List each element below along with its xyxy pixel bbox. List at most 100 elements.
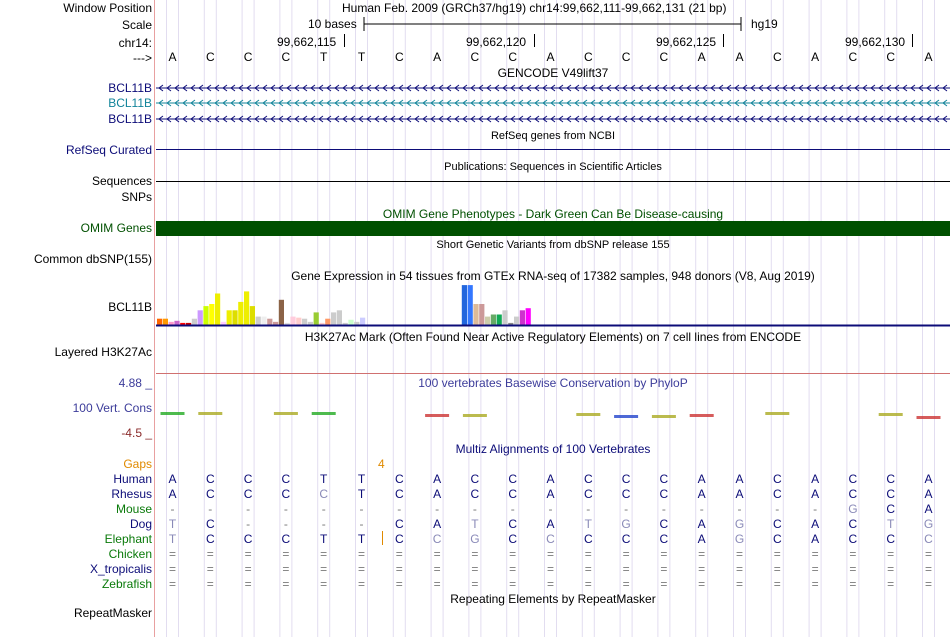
strand-chevron — [446, 84, 452, 92]
strand-chevron — [638, 84, 644, 92]
strand-chevron — [430, 99, 436, 107]
gtex-tissue-bar — [325, 318, 331, 325]
alignment-base: - — [397, 502, 402, 516]
strand-chevron — [870, 99, 876, 107]
strand-chevron — [422, 115, 428, 123]
strand-chevron — [526, 84, 532, 92]
strand-chevron — [910, 115, 916, 123]
species-label[interactable]: Zebrafish — [101, 577, 152, 591]
alignment-base: = — [433, 577, 441, 591]
window-position-label: Window Position — [63, 1, 152, 15]
gencode-gene-2-label[interactable]: BCL11B — [108, 96, 152, 110]
gtex-tissue-bar — [255, 316, 261, 325]
alignment-base: A — [433, 472, 442, 486]
snps-label[interactable]: SNPs — [121, 190, 152, 204]
species-label[interactable]: Chicken — [108, 547, 152, 561]
strand-chevron — [558, 99, 564, 107]
publications-track-title[interactable]: Publications: Sequences in Scientific Ar… — [444, 161, 662, 173]
omim-gene-bar[interactable] — [156, 221, 950, 236]
strand-chevron — [486, 115, 492, 123]
gtex-expression-chart[interactable] — [156, 283, 950, 328]
strand-chevron — [462, 99, 468, 107]
common-dbsnp-label[interactable]: Common dbSNP(155) — [33, 252, 152, 266]
species-label[interactable]: Elephant — [104, 532, 152, 546]
omim-genes-label[interactable]: OMIM Genes — [80, 221, 152, 235]
dna-base: C — [243, 50, 253, 64]
alignment-base: = — [471, 547, 479, 561]
dna-base: C — [772, 50, 782, 64]
assembly-label: hg19 — [751, 17, 778, 31]
strand-chevron — [182, 84, 188, 92]
strand-chevron — [862, 99, 868, 107]
strand-chevron — [158, 84, 164, 92]
strand-chevron — [254, 115, 260, 123]
gtex-gene-label[interactable]: BCL11B — [108, 300, 152, 314]
alignment-base: = — [357, 547, 365, 561]
strand-chevron — [550, 84, 556, 92]
species-label[interactable]: Dog — [129, 517, 152, 531]
layered-h3k27ac-label[interactable]: Layered H3K27Ac — [54, 345, 152, 359]
repeatmasker-track-title[interactable]: Repeating Elements by RepeatMasker — [450, 592, 656, 606]
gaps-label[interactable]: Gaps — [123, 457, 152, 471]
strand-chevron — [630, 99, 636, 107]
alignment-base: C — [848, 472, 858, 486]
strand-chevron — [158, 115, 164, 123]
alignment-base: C — [886, 472, 896, 486]
strand-chevron — [750, 115, 756, 123]
gtex-track-title[interactable]: Gene Expression in 54 tissues from GTEx … — [291, 269, 815, 283]
sequences-line[interactable] — [156, 181, 950, 182]
gtex-tissue-bar — [502, 310, 508, 325]
gtex-tissue-bar — [461, 285, 467, 325]
phylop-track-title[interactable]: 100 vertebrates Basewise Conservation by… — [418, 376, 688, 390]
gencode-gene-1-transcript[interactable] — [156, 81, 950, 95]
strand-chevron — [598, 115, 604, 123]
species-label[interactable]: Rhesus — [111, 487, 152, 501]
species-label[interactable]: Mouse — [115, 502, 152, 516]
phylop-score-mark — [916, 416, 941, 419]
alignment-base: C — [470, 472, 480, 486]
strand-chevron — [262, 115, 268, 123]
h3k27ac-track-title[interactable]: H3K27Ac Mark (Often Found Near Active Re… — [304, 330, 802, 344]
gencode-gene-1-label[interactable]: BCL11B — [108, 81, 152, 95]
strand-chevron — [654, 115, 660, 123]
species-label[interactable]: Human — [113, 472, 152, 486]
alignment-base: - — [472, 502, 477, 516]
gencode-track-title[interactable]: GENCODE V49lift37 — [497, 66, 609, 80]
strand-chevron — [486, 84, 492, 92]
dbsnp-track-title[interactable]: Short Genetic Variants from dbSNP releas… — [436, 239, 670, 251]
refseq-curated-line[interactable] — [156, 149, 950, 150]
phylop-conservation-plot[interactable] — [156, 404, 950, 432]
alignment-base: C — [659, 487, 669, 501]
phylop-score-mark — [765, 412, 790, 415]
species-label[interactable]: X_tropicalis — [89, 562, 152, 576]
alignment-base: = — [924, 547, 932, 561]
repeatmasker-label[interactable]: RepeatMasker — [73, 606, 152, 620]
gencode-gene-3-transcript[interactable] — [156, 112, 950, 126]
strand-chevron — [158, 99, 164, 107]
gencode-gene-2-transcript[interactable] — [156, 96, 950, 110]
strand-chevron — [918, 99, 924, 107]
sequences-label[interactable]: Sequences — [91, 174, 152, 188]
alignment-base: C — [394, 472, 404, 486]
strand-chevron — [422, 84, 428, 92]
gtex-tissue-bar — [197, 310, 203, 325]
strand-chevron — [934, 99, 940, 107]
refseq-track-title[interactable]: RefSeq genes from NCBI — [490, 130, 616, 142]
alignment-base: C — [848, 487, 858, 501]
alignment-base: = — [735, 547, 743, 561]
gencode-gene-3-label[interactable]: BCL11B — [108, 112, 152, 126]
strand-chevron — [750, 84, 756, 92]
conservation-label[interactable]: 100 Vert. Cons — [72, 401, 152, 415]
alignment-base: C — [394, 517, 404, 531]
strand-chevron — [854, 99, 860, 107]
omim-track-title[interactable]: OMIM Gene Phenotypes - Dark Green Can Be… — [382, 207, 724, 221]
strand-chevron — [814, 84, 820, 92]
strand-chevron — [230, 115, 236, 123]
multiz-track-title[interactable]: Multiz Alignments of 100 Vertebrates — [455, 442, 651, 456]
strand-chevron — [398, 115, 404, 123]
gtex-tissue-bar — [519, 310, 525, 325]
position-tick-3: 99,662,125 — [656, 35, 717, 49]
strand-chevron — [694, 99, 700, 107]
refseq-curated-label[interactable]: RefSeq Curated — [65, 143, 152, 157]
strand-chevron — [806, 99, 812, 107]
